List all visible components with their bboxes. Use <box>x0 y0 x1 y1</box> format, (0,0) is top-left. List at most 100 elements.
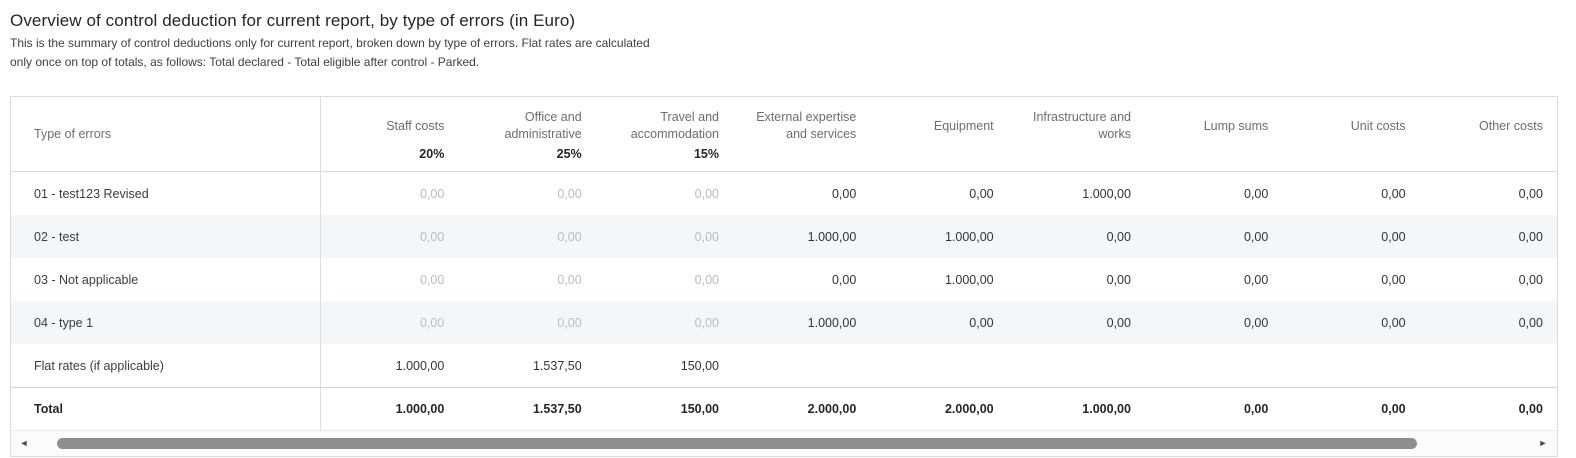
page-subtitle-line1: This is the summary of control deduction… <box>10 36 650 50</box>
row-label: Total <box>11 388 321 430</box>
table-cell: 150,00 <box>680 402 719 416</box>
table-cell: 0,00 <box>419 272 445 287</box>
column-header-type-of-errors: Type of errors <box>11 97 321 171</box>
table-cell: 0,00 <box>557 315 582 330</box>
table-cell: 0,00 <box>1243 402 1269 416</box>
table-cell: 2.000,00 <box>944 402 994 416</box>
table-cell: 0,00 <box>1106 272 1131 287</box>
table-cell: 0,00 <box>969 315 994 330</box>
column-header-unit-costs: Unit costs <box>1282 97 1419 171</box>
table-cell: 0,00 <box>557 229 582 244</box>
table-cell: 0,00 <box>1381 315 1406 330</box>
table-header-row: Type of errors Staff costs 20% Office an… <box>11 97 1557 172</box>
table-cell: 1.000,00 <box>807 229 857 244</box>
table-row-flat-rates: Flat rates (if applicable) 1.000,00 1.53… <box>11 344 1557 387</box>
table-cell: 0,00 <box>1518 186 1543 201</box>
column-flat-rate-percent: 25% <box>556 147 582 161</box>
table-cell: 0,00 <box>1518 229 1543 244</box>
table-row-error-04: 04 - type 1 0,00 0,00 0,00 1.000,00 0,00… <box>11 301 1557 344</box>
horizontal-scrollbar[interactable]: ◄ ► <box>11 430 1557 456</box>
table-cell: 0,00 <box>419 229 445 244</box>
column-header-other-costs: Other costs <box>1420 97 1557 171</box>
table-cell: 1.537,50 <box>532 358 582 373</box>
column-header-label: Staff costs <box>386 118 445 133</box>
scrollbar-thumb[interactable] <box>57 438 1417 449</box>
row-label: 04 - type 1 <box>11 301 321 344</box>
table-cell <box>1145 344 1282 387</box>
page-title: Overview of control deduction for curren… <box>10 11 576 30</box>
table-row-error-02: 02 - test 0,00 0,00 0,00 1.000,00 1.000,… <box>11 215 1557 258</box>
table-cell: 0,00 <box>1106 315 1131 330</box>
column-header-external-expertise: External expertise and services <box>733 97 870 171</box>
column-header-label: Other costs <box>1479 118 1543 133</box>
column-header-office-administrative: Office and administrative 25% <box>458 97 595 171</box>
scroll-right-arrow-icon[interactable]: ► <box>1538 438 1548 448</box>
table-cell: 1.000,00 <box>944 229 994 244</box>
table-cell: 0,00 <box>694 229 719 244</box>
table-cell: 150,00 <box>680 358 719 373</box>
table-cell: 0,00 <box>557 272 582 287</box>
table-cell: 0,00 <box>1381 272 1406 287</box>
control-deduction-table: Type of errors Staff costs 20% Office an… <box>10 96 1558 457</box>
table-cell: 0,00 <box>1518 402 1543 416</box>
table-cell: 0,00 <box>1243 272 1269 287</box>
column-header-label: Office and administrative <box>504 110 582 141</box>
column-flat-rate-percent <box>1420 147 1543 164</box>
column-header-label: Unit costs <box>1350 118 1406 133</box>
column-flat-rate-percent <box>733 147 856 164</box>
column-header-travel-accommodation: Travel and accommodation 15% <box>596 97 733 171</box>
row-label: 03 - Not applicable <box>11 258 321 301</box>
column-flat-rate-percent: 20% <box>419 147 445 161</box>
table-cell: 0,00 <box>1243 229 1269 244</box>
table-cell: 1.000,00 <box>395 402 445 416</box>
table-cell: 1.000,00 <box>1082 402 1131 416</box>
column-flat-rate-percent <box>1282 147 1405 164</box>
table-cell: 0,00 <box>969 186 994 201</box>
table-cell <box>1420 344 1557 387</box>
row-label: Flat rates (if applicable) <box>11 344 321 387</box>
table-cell <box>870 344 1007 387</box>
table-cell: 0,00 <box>1243 315 1269 330</box>
column-header-label: Equipment <box>933 118 994 133</box>
table-cell: 1.537,50 <box>532 402 582 416</box>
table-row-total: Total 1.000,00 1.537,50 150,00 2.000,00 … <box>11 387 1557 430</box>
table-cell: 1.000,00 <box>944 272 994 287</box>
table-cell: 2.000,00 <box>807 402 857 416</box>
row-label: 01 - test123 Revised <box>11 172 321 215</box>
table-cell <box>1282 344 1419 387</box>
table-cell: 1.000,00 <box>1082 186 1131 201</box>
table-cell: 0,00 <box>1518 272 1543 287</box>
table-cell: 0,00 <box>1381 229 1406 244</box>
column-flat-rate-percent <box>870 147 993 164</box>
table-cell: 0,00 <box>1518 315 1543 330</box>
table-cell: 0,00 <box>694 186 719 201</box>
table-cell: 0,00 <box>831 186 857 201</box>
table-cell: 1.000,00 <box>807 315 857 330</box>
column-header-label: Lump sums <box>1203 118 1269 133</box>
scroll-left-arrow-icon[interactable]: ◄ <box>19 438 29 448</box>
column-header-equipment: Equipment <box>870 97 1007 171</box>
column-flat-rate-percent <box>1145 147 1268 164</box>
page-subtitle: This is the summary of control deduction… <box>10 34 1576 72</box>
column-flat-rate-percent <box>1008 147 1131 164</box>
table-cell: 0,00 <box>1106 229 1131 244</box>
column-header-infrastructure-works: Infrastructure and works <box>1008 97 1145 171</box>
table-row-error-01: 01 - test123 Revised 0,00 0,00 0,00 0,00… <box>11 172 1557 215</box>
table-cell: 0,00 <box>419 315 445 330</box>
column-header-lump-sums: Lump sums <box>1145 97 1282 171</box>
table-cell: 0,00 <box>694 272 719 287</box>
table-cell: 0,00 <box>557 186 582 201</box>
table-cell: 1.000,00 <box>395 358 445 373</box>
table-cell: 0,00 <box>419 186 445 201</box>
column-header-label: External expertise and services <box>756 110 857 141</box>
table-cell: 0,00 <box>831 272 857 287</box>
table-cell: 0,00 <box>1381 186 1406 201</box>
column-header-staff-costs: Staff costs 20% <box>321 97 458 171</box>
table-cell: 0,00 <box>1243 186 1269 201</box>
table-cell <box>1008 344 1145 387</box>
table-cell <box>733 344 870 387</box>
table-cell: 0,00 <box>694 315 719 330</box>
row-label: 02 - test <box>11 215 321 258</box>
table-cell: 0,00 <box>1381 402 1406 416</box>
column-flat-rate-percent: 15% <box>693 147 719 161</box>
